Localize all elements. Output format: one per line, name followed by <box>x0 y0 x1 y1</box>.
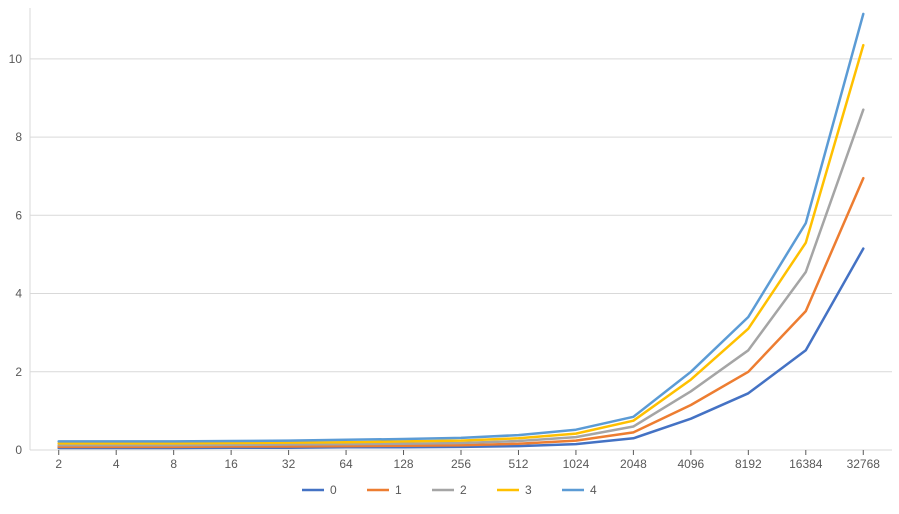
legend-label-0: 0 <box>330 483 337 497</box>
legend-label-4: 4 <box>590 483 597 497</box>
x-tick-label: 16 <box>224 457 238 471</box>
y-tick-label: 10 <box>9 52 23 66</box>
y-tick-label: 6 <box>15 208 22 222</box>
line-chart: 0246810248163264128256512102420484096819… <box>0 0 899 514</box>
y-tick-label: 2 <box>15 365 22 379</box>
x-tick-label: 64 <box>339 457 353 471</box>
x-tick-label: 128 <box>394 457 414 471</box>
legend-label-2: 2 <box>460 483 467 497</box>
legend-label-3: 3 <box>525 483 532 497</box>
x-tick-label: 8 <box>170 457 177 471</box>
x-tick-label: 2048 <box>620 457 647 471</box>
legend-label-1: 1 <box>395 483 402 497</box>
y-tick-label: 8 <box>15 130 22 144</box>
x-tick-label: 32 <box>282 457 296 471</box>
y-tick-label: 0 <box>15 443 22 457</box>
x-tick-label: 4 <box>113 457 120 471</box>
x-tick-label: 16384 <box>789 457 823 471</box>
x-tick-label: 8192 <box>735 457 762 471</box>
x-tick-label: 1024 <box>563 457 590 471</box>
x-tick-label: 2 <box>55 457 62 471</box>
x-tick-label: 256 <box>451 457 471 471</box>
x-tick-label: 512 <box>508 457 528 471</box>
x-tick-label: 32768 <box>847 457 881 471</box>
x-tick-label: 4096 <box>678 457 705 471</box>
y-tick-label: 4 <box>15 287 22 301</box>
